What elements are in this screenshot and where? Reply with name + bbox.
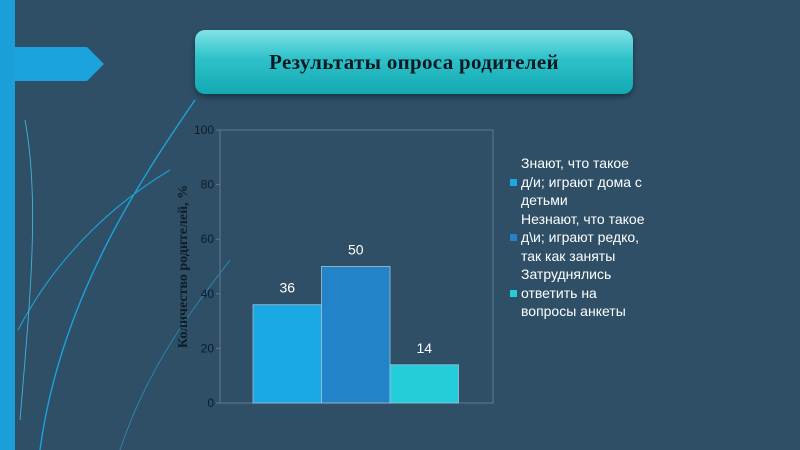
legend-item: Знают, что такое д/и; играют дома с детьми [510, 154, 670, 210]
legend-swatch [510, 234, 517, 241]
bar [389, 364, 459, 404]
page-title: Результаты опроса родителей [269, 49, 559, 74]
legend-label: д\и; играют редко, [521, 229, 640, 245]
legend-swatch [510, 178, 517, 186]
swoosh-line [119, 259, 231, 450]
data-label: 36 [279, 280, 295, 296]
swoosh-line [19, 119, 34, 421]
y-tick-label: 0 [207, 396, 214, 410]
arrow-banner [15, 47, 104, 81]
y-tick-label: 60 [201, 232, 215, 246]
legend-item: Затруднялись ответить на вопросы анкеты [510, 265, 670, 321]
swoosh-line [17, 169, 171, 331]
legend-label: детьми [521, 192, 568, 208]
y-tick-label: 80 [201, 178, 215, 192]
y-tick-label: 40 [201, 287, 215, 301]
swoosh-line [39, 99, 196, 450]
legend-label: д/и; играют дома с [521, 173, 642, 190]
bar [321, 266, 391, 404]
legend-label: ответить на [521, 284, 597, 301]
corner-ribbon [0, 0, 15, 450]
legend-label: вопросы анкеты [521, 303, 626, 319]
bar [252, 304, 322, 404]
title-banner: Результаты опроса родителей [195, 30, 633, 94]
legend-label: Незнают, что такое [521, 210, 645, 227]
legend-swatch [510, 289, 517, 297]
legend-label: Затруднялись [521, 266, 612, 282]
y-tick-label: 20 [201, 341, 215, 355]
y-tick-label: 100 [194, 123, 214, 137]
legend-item: Незнают, что такое д\и; играют редко, так … [510, 210, 670, 266]
chart-legend: Знают, что такое д/и; играют дома с детьми… [510, 154, 670, 321]
y-axis-label: Количество родителей, % [176, 185, 191, 348]
data-label: 14 [416, 340, 432, 356]
legend-label: Знают, что такое [521, 155, 629, 171]
data-label: 50 [348, 242, 364, 258]
legend-label: так как заняты [521, 247, 616, 264]
